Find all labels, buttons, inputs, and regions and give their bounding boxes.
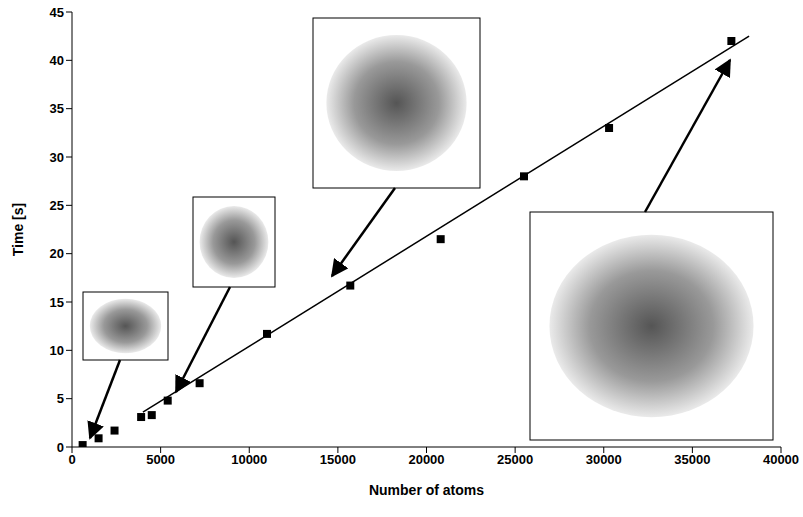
svg-text:35000: 35000 bbox=[674, 452, 710, 467]
svg-text:20000: 20000 bbox=[408, 452, 444, 467]
svg-text:40000: 40000 bbox=[763, 452, 799, 467]
svg-text:5: 5 bbox=[57, 391, 64, 406]
svg-text:15: 15 bbox=[50, 295, 64, 310]
svg-text:20: 20 bbox=[50, 246, 64, 261]
svg-text:40: 40 bbox=[50, 53, 64, 68]
svg-text:25: 25 bbox=[50, 198, 64, 213]
svg-text:10: 10 bbox=[50, 343, 64, 358]
svg-text:0: 0 bbox=[68, 452, 75, 467]
svg-text:Time [s]: Time [s] bbox=[10, 203, 26, 256]
svg-text:Number of atoms: Number of atoms bbox=[369, 482, 484, 498]
svg-text:30000: 30000 bbox=[586, 452, 622, 467]
svg-text:0: 0 bbox=[57, 440, 64, 455]
svg-text:15000: 15000 bbox=[320, 452, 356, 467]
svg-text:25000: 25000 bbox=[497, 452, 533, 467]
svg-text:35: 35 bbox=[50, 101, 64, 116]
svg-text:10000: 10000 bbox=[231, 452, 267, 467]
svg-text:5000: 5000 bbox=[146, 452, 175, 467]
svg-text:45: 45 bbox=[50, 5, 64, 20]
svg-text:30: 30 bbox=[50, 150, 64, 165]
